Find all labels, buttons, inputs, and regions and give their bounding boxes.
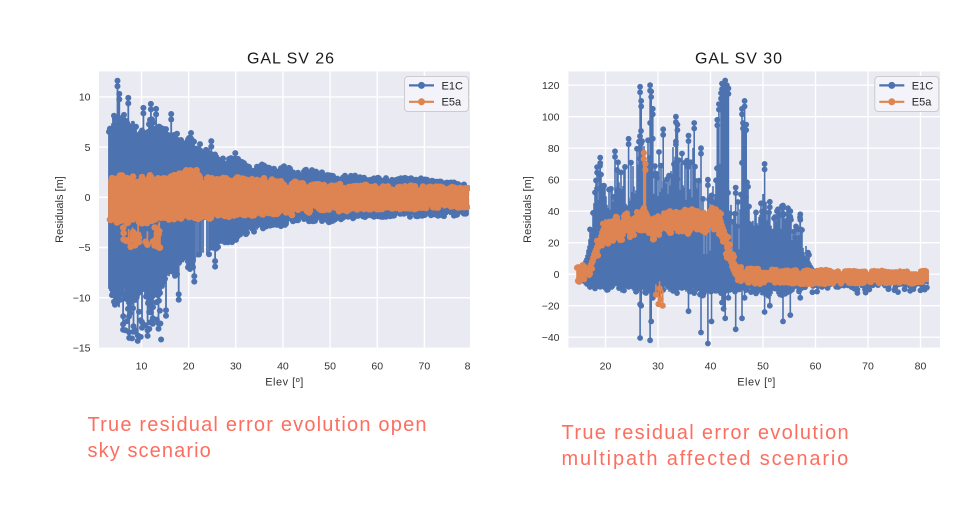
svg-text:−20: −20 [542,300,560,312]
svg-text:60: 60 [548,174,560,186]
svg-text:0: 0 [85,192,91,204]
svg-text:10: 10 [79,92,91,104]
svg-text:60: 60 [810,360,822,372]
svg-text:GAL SV 26: GAL SV 26 [247,51,335,68]
svg-text:30: 30 [230,360,242,372]
svg-text:E5a: E5a [912,97,932,109]
svg-text:0: 0 [554,269,560,281]
svg-text:100: 100 [542,111,560,123]
svg-text:8: 8 [465,360,471,372]
svg-text:20: 20 [548,237,560,249]
svg-text:40: 40 [277,360,289,372]
svg-text:30: 30 [652,360,664,372]
svg-text:50: 50 [324,360,336,372]
svg-text:E5a: E5a [442,97,462,109]
svg-text:10: 10 [136,360,148,372]
svg-text:70: 70 [419,360,431,372]
svg-text:40: 40 [548,206,560,218]
svg-text:50: 50 [757,360,769,372]
svg-text:70: 70 [862,360,874,372]
svg-text:E1C: E1C [912,80,933,92]
svg-text:−5: −5 [79,242,91,254]
svg-text:E1C: E1C [442,80,463,92]
svg-text:Residuals [m]: Residuals [m] [54,176,66,243]
svg-text:80: 80 [548,143,560,155]
svg-text:−15: −15 [73,343,91,355]
svg-text:−40: −40 [542,332,560,344]
svg-text:60: 60 [371,360,383,372]
svg-text:20: 20 [600,360,612,372]
svg-text:80: 80 [915,360,927,372]
svg-text:Residuals [m]: Residuals [m] [522,176,534,243]
svg-text:20: 20 [183,360,195,372]
svg-text:GAL SV 30: GAL SV 30 [695,51,783,68]
svg-text:Elev [º]: Elev [º] [265,376,304,388]
svg-text:120: 120 [542,80,560,92]
svg-text:40: 40 [705,360,717,372]
svg-text:−10: −10 [73,292,91,304]
svg-text:5: 5 [85,142,91,154]
svg-text:Elev [º]: Elev [º] [737,376,776,388]
